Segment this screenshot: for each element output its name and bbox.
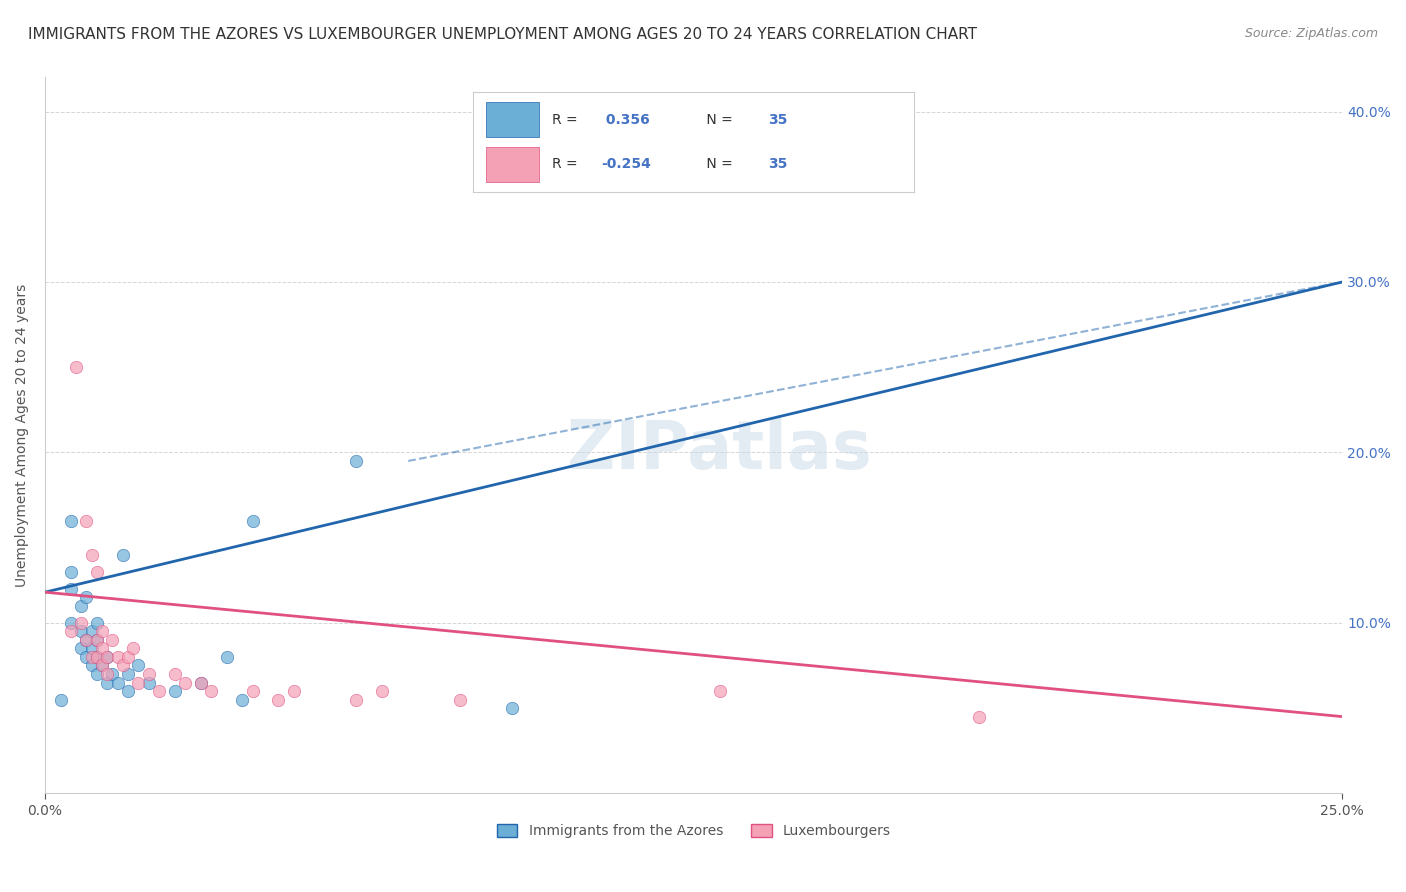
Text: ZIPatlas: ZIPatlas	[567, 417, 872, 483]
Point	[80, 548, 103, 562]
Point	[76, 632, 98, 647]
Point	[70, 599, 93, 613]
Text: IMMIGRANTS FROM THE AZORES VS LUXEMBOURGER UNEMPLOYMENT AMONG AGES 20 TO 24 YEAR: IMMIGRANTS FROM THE AZORES VS LUXEMBOURG…	[28, 27, 977, 42]
Point	[501, 701, 523, 715]
Point	[101, 667, 124, 681]
Point	[91, 641, 114, 656]
Point	[76, 514, 98, 528]
Text: Source: ZipAtlas.com: Source: ZipAtlas.com	[1244, 27, 1378, 40]
Legend: Immigrants from the Azores, Luxembourgers: Immigrants from the Azores, Luxembourger…	[491, 819, 896, 844]
Point	[70, 615, 93, 630]
Point	[76, 650, 98, 665]
Point	[117, 667, 139, 681]
Point	[91, 658, 114, 673]
Point	[96, 650, 118, 665]
Point	[86, 650, 108, 665]
Point	[70, 624, 93, 639]
Point	[111, 658, 134, 673]
Point	[344, 692, 367, 706]
Point	[76, 591, 98, 605]
Point	[86, 632, 108, 647]
Point	[80, 624, 103, 639]
Point	[96, 650, 118, 665]
Point	[117, 684, 139, 698]
Point	[138, 667, 160, 681]
Point	[80, 650, 103, 665]
Point	[117, 650, 139, 665]
Point	[76, 632, 98, 647]
Point	[163, 667, 186, 681]
Point	[148, 684, 170, 698]
Point	[267, 692, 290, 706]
Point	[242, 514, 264, 528]
Point	[371, 684, 394, 698]
Point	[59, 514, 82, 528]
Point	[283, 684, 305, 698]
Point	[70, 641, 93, 656]
Point	[190, 675, 212, 690]
Point	[86, 650, 108, 665]
Point	[96, 667, 118, 681]
Point	[344, 454, 367, 468]
Point	[127, 675, 149, 690]
Point	[709, 684, 731, 698]
Point	[59, 624, 82, 639]
Point	[101, 632, 124, 647]
Point	[122, 641, 145, 656]
Point	[163, 684, 186, 698]
Point	[86, 565, 108, 579]
Point	[49, 692, 72, 706]
Point	[111, 548, 134, 562]
Point	[242, 684, 264, 698]
Point	[96, 675, 118, 690]
Point	[231, 692, 253, 706]
Point	[86, 667, 108, 681]
Point	[127, 658, 149, 673]
Point	[174, 675, 197, 690]
Y-axis label: Unemployment Among Ages 20 to 24 years: Unemployment Among Ages 20 to 24 years	[15, 284, 30, 587]
Point	[59, 582, 82, 596]
Point	[80, 641, 103, 656]
Point	[967, 709, 990, 723]
Point	[215, 650, 238, 665]
Point	[86, 615, 108, 630]
Point	[86, 632, 108, 647]
Point	[107, 650, 129, 665]
Point	[138, 675, 160, 690]
Point	[80, 658, 103, 673]
Point	[200, 684, 222, 698]
Point	[59, 565, 82, 579]
Point	[91, 624, 114, 639]
Point	[65, 360, 87, 375]
Point	[59, 615, 82, 630]
Point	[190, 675, 212, 690]
Point	[107, 675, 129, 690]
Point	[449, 692, 471, 706]
Point	[91, 658, 114, 673]
